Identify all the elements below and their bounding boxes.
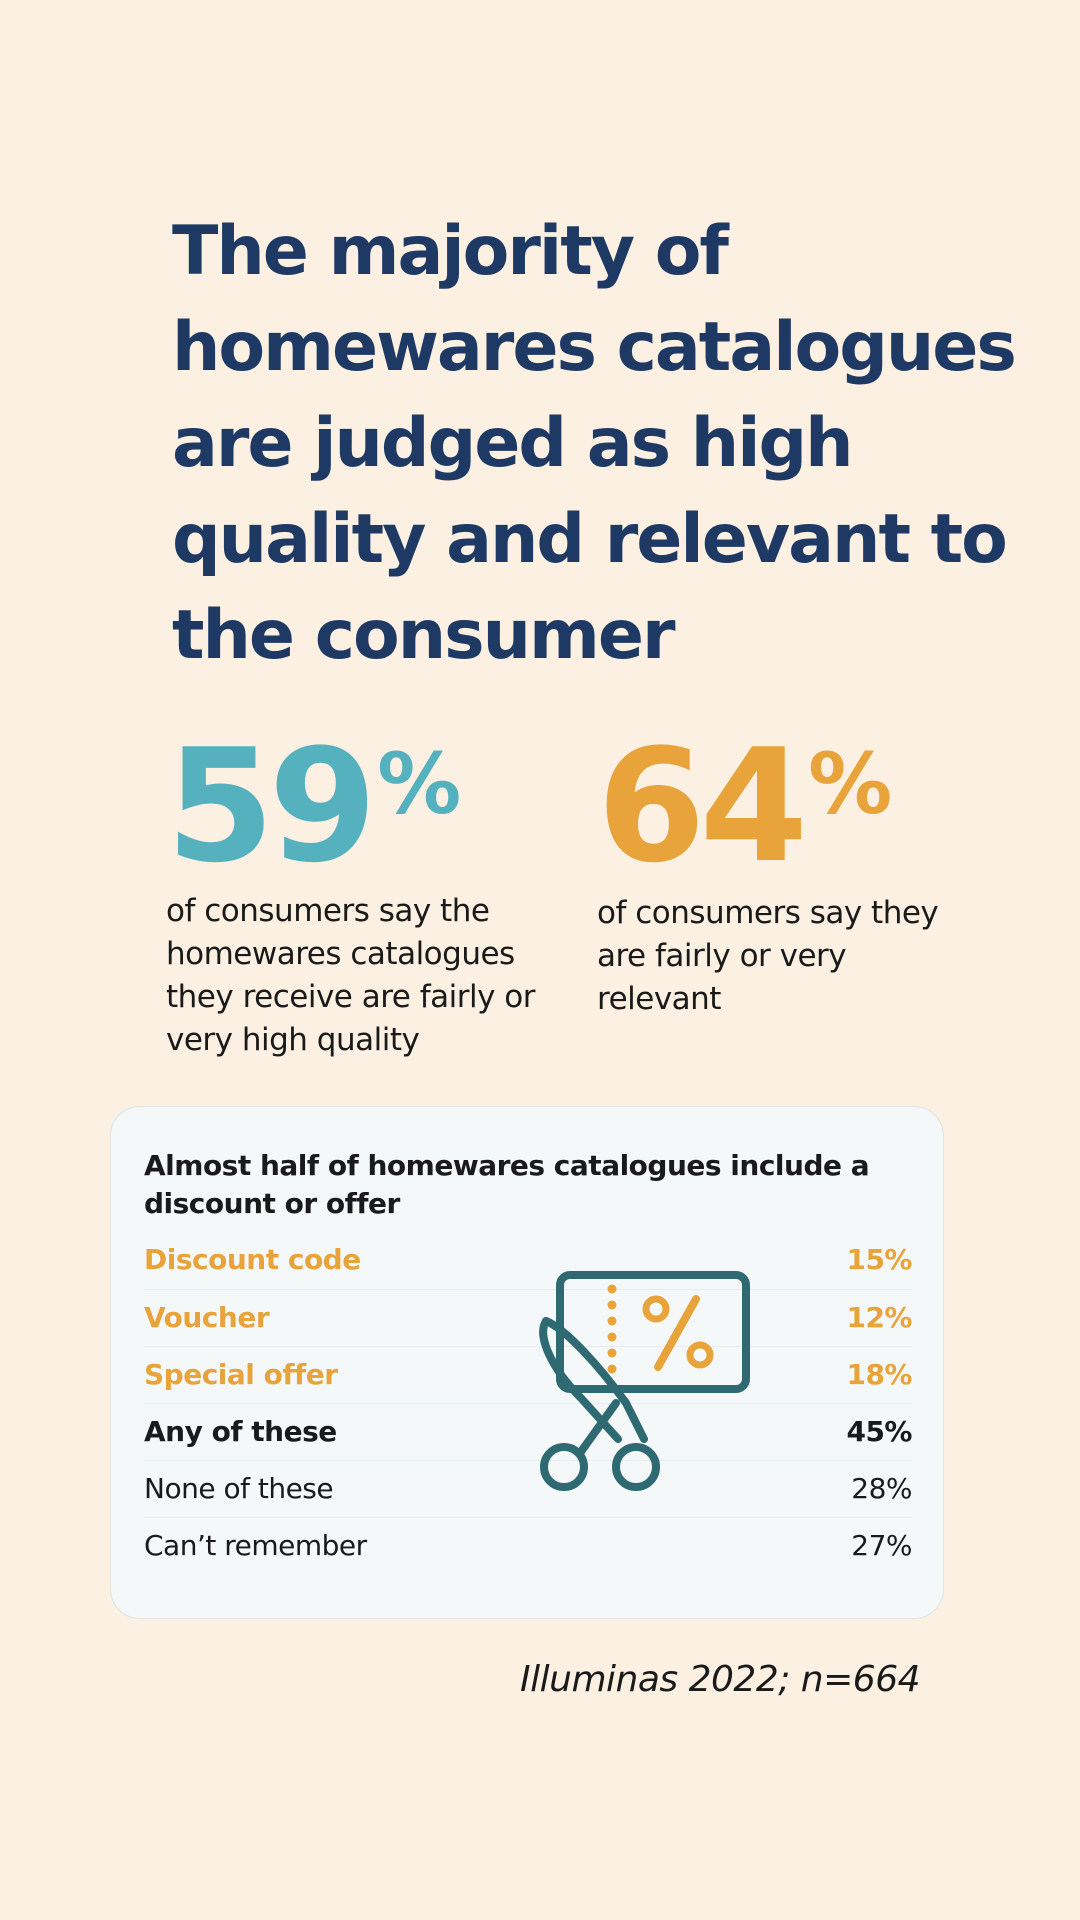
discount-card: Almost half of homewares catalogues incl… [110, 1106, 944, 1619]
stat-relevance: 64% of consumers say they are fairly or … [597, 728, 977, 1021]
row-value: 28% [851, 1472, 912, 1505]
scissors-coupon-percent-icon [536, 1267, 756, 1497]
row-label: Special offer [144, 1358, 338, 1391]
row-value: 12% [846, 1301, 912, 1334]
row-label: Discount code [144, 1243, 361, 1276]
table-row: Special offer 18% [144, 1346, 912, 1403]
stat-relevance-percent-sign: % [808, 735, 893, 833]
stat-quality-value: 59 [166, 715, 377, 897]
row-value: 27% [851, 1529, 912, 1562]
row-label: Any of these [144, 1415, 337, 1448]
stat-quality: 59% of consumers say the homewares catal… [166, 728, 546, 1062]
row-label: Can’t remember [144, 1529, 367, 1562]
table-row: None of these 28% [144, 1460, 912, 1517]
discount-table: Discount code 15% Voucher 12% Special of… [144, 1232, 912, 1574]
stat-quality-description: of consumers say the homewares catalogue… [166, 893, 536, 1058]
headline: The majority of homewares catalogues are… [172, 212, 1017, 675]
table-row: Voucher 12% [144, 1289, 912, 1346]
table-row: Discount code 15% [144, 1232, 912, 1289]
stat-quality-percent-sign: % [377, 735, 462, 833]
row-value: 45% [846, 1415, 912, 1448]
stat-relevance-description: of consumers say they are fairly or very… [597, 895, 939, 1017]
table-row: Can’t remember 27% [144, 1517, 912, 1574]
stat-relevance-number: 64% [597, 728, 977, 884]
row-label: Voucher [144, 1301, 270, 1334]
stat-quality-number: 59% [166, 728, 546, 884]
discount-card-title: Almost half of homewares catalogues incl… [144, 1149, 870, 1220]
row-value: 18% [846, 1358, 912, 1391]
row-value: 15% [846, 1243, 912, 1276]
source-citation: Illuminas 2022; n=664 [520, 1659, 920, 1700]
stat-relevance-value: 64 [597, 715, 808, 897]
table-row: Any of these 45% [144, 1403, 912, 1460]
row-label: None of these [144, 1472, 334, 1505]
